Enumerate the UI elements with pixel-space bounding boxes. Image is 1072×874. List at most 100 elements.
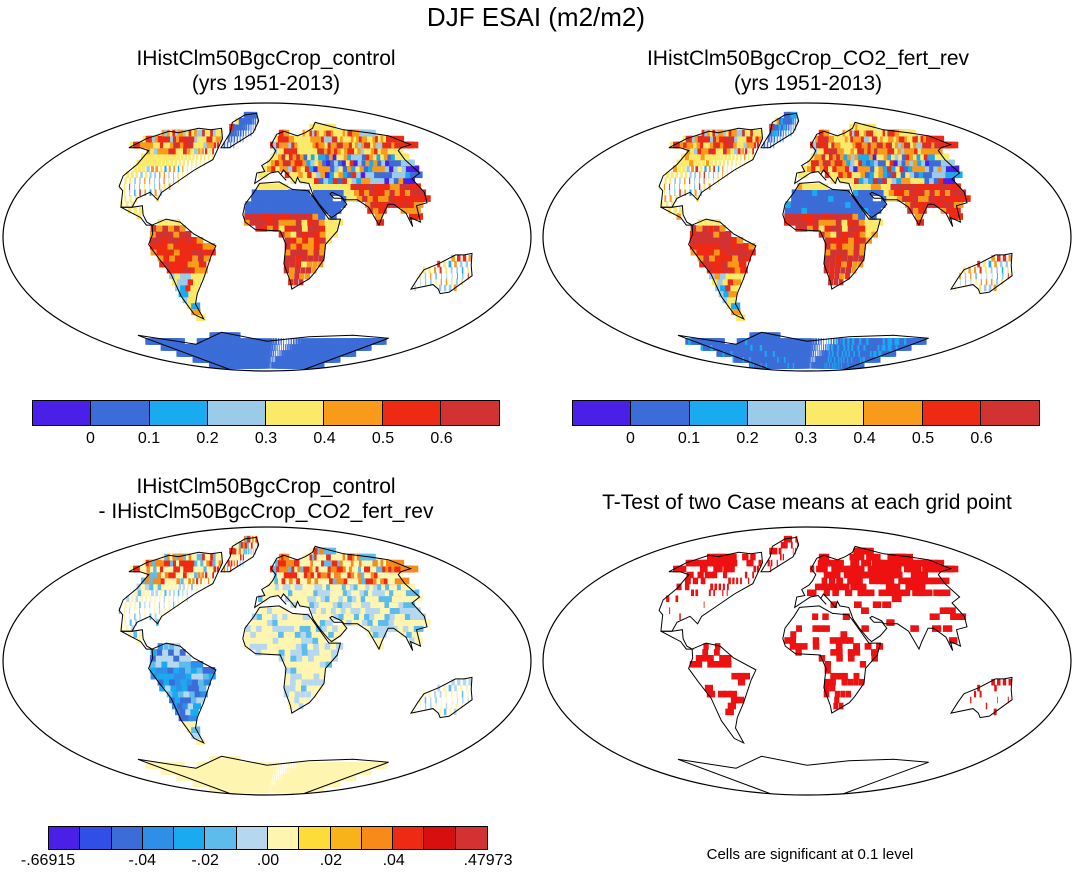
coastline-samerica [688, 218, 757, 321]
grid-cell [847, 649, 855, 656]
grid-cell [915, 201, 925, 208]
grid-cell [157, 678, 166, 686]
grid-cell [822, 141, 828, 149]
grid-cell [744, 571, 748, 579]
panel-1-title-line2: (yrs 1951-2013) [191, 72, 341, 95]
grid-cell [140, 595, 143, 603]
grid-cell [293, 171, 301, 179]
grid-cell [792, 117, 795, 125]
grid-cell [725, 248, 733, 256]
grid-cell [340, 183, 350, 190]
grid-cell [853, 649, 861, 656]
grid-cell [369, 613, 379, 620]
grid-cell [263, 356, 267, 363]
colorbar-swatch [864, 401, 923, 425]
grid-cell [889, 583, 901, 591]
grid-cell [261, 643, 268, 650]
grid-cell [150, 225, 157, 232]
grid-cell [830, 649, 837, 656]
grid-cell [387, 571, 403, 579]
grid-cell [295, 762, 298, 769]
coastline-eurasia [793, 121, 968, 227]
grid-cell [838, 702, 844, 710]
map-frame [2, 102, 532, 372]
grid-cell [703, 183, 706, 190]
grid-cell [861, 625, 869, 632]
grid-cell [158, 607, 161, 614]
grid-cell [195, 583, 197, 591]
grid-cell [294, 272, 300, 280]
grid-cell [254, 117, 256, 125]
grid-cell [720, 254, 729, 262]
grid-cell [714, 254, 723, 262]
grid-cell [328, 601, 337, 608]
grid-cell [285, 565, 291, 573]
grid-cell [670, 171, 674, 179]
grid-cell [731, 159, 733, 167]
grid-cell [365, 183, 375, 190]
grid-cell [836, 243, 843, 250]
grid-cell [290, 219, 297, 226]
grid-cell [752, 129, 758, 137]
grid-cell [367, 631, 376, 638]
grid-cell [729, 266, 737, 274]
grid-cell [256, 619, 263, 626]
grid-cell [173, 589, 175, 597]
grid-cell [234, 129, 237, 137]
grid-cell [267, 637, 274, 644]
grid-cell [865, 231, 873, 238]
grid-cell [707, 231, 714, 238]
grid-cell [302, 667, 309, 674]
grid-cell [307, 678, 313, 686]
grid-cell [271, 362, 273, 369]
grid-cell [130, 171, 134, 179]
grid-cell [271, 768, 274, 775]
grid-cell [340, 607, 350, 614]
grid-cell [725, 272, 734, 280]
grid-cell [245, 553, 247, 561]
grid-cell [713, 559, 722, 567]
grid-cell [182, 171, 183, 179]
grid-cell [278, 631, 285, 638]
grid-cell [187, 684, 196, 692]
grid-cell [739, 159, 741, 167]
grid-cell [828, 272, 834, 280]
grid-cell [778, 117, 783, 125]
grid-cell [782, 129, 784, 137]
coastline-eurasia [793, 545, 968, 651]
grid-cell [740, 141, 744, 149]
grid-cell [240, 553, 242, 561]
grid-cell [250, 631, 257, 638]
grid-cell [817, 201, 825, 208]
grid-cell [802, 183, 808, 190]
map-cells [666, 535, 1012, 716]
grid-cell [794, 117, 796, 125]
grid-cell [731, 165, 732, 173]
grid-cell [164, 147, 171, 155]
grid-cell [318, 643, 326, 650]
grid-cell [139, 613, 141, 620]
grid-cell [200, 266, 208, 274]
grid-cell [267, 589, 273, 597]
grid-cell [170, 260, 179, 268]
grid-cell [707, 655, 714, 662]
grid-cell [275, 350, 276, 357]
grid-cell [928, 195, 938, 202]
grid-cell [910, 183, 920, 190]
grid-cell [168, 165, 171, 173]
grid-cell [183, 565, 189, 573]
grid-cell [267, 613, 273, 620]
grid-cell [459, 684, 463, 692]
grid-cell [140, 171, 143, 179]
grid-cell [809, 338, 813, 345]
grid-cell [815, 165, 821, 173]
grid-cell [275, 135, 280, 143]
grid-cell [456, 690, 458, 698]
grid-cell [156, 577, 162, 585]
grid-cell [323, 547, 337, 555]
grid-cell [820, 147, 826, 155]
grid-cell [270, 786, 272, 793]
grid-cell [306, 583, 314, 591]
grid-cell [153, 571, 161, 579]
grid-cell [193, 565, 198, 573]
